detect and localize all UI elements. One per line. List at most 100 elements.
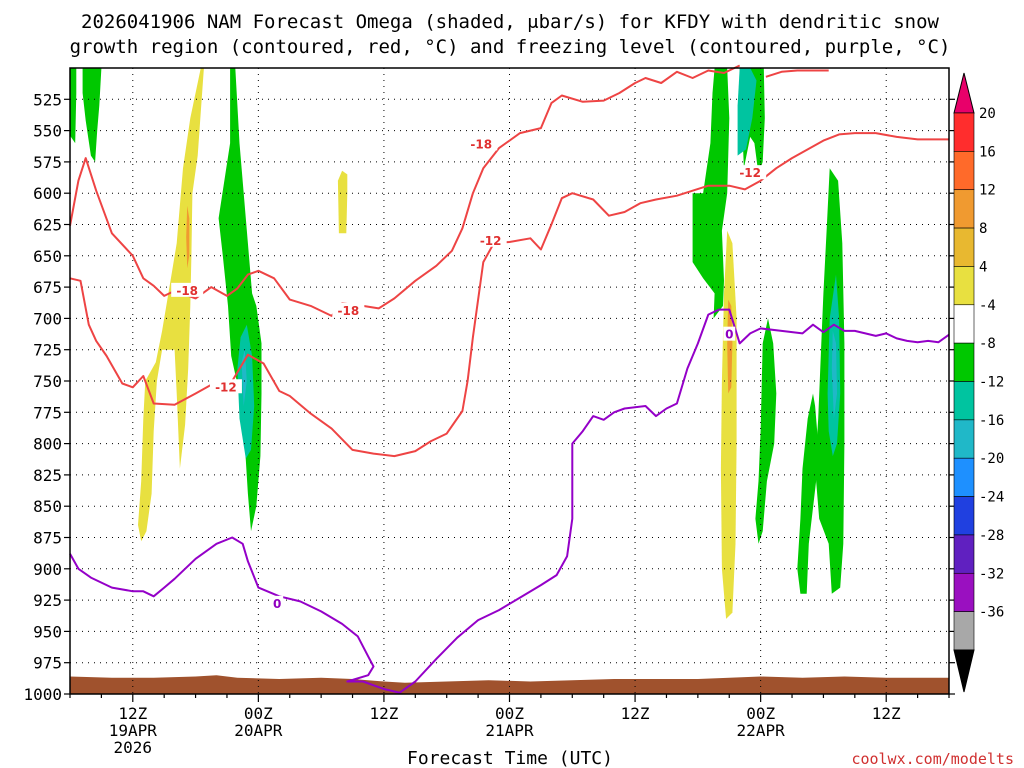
colorbar-box-2 bbox=[953, 189, 975, 229]
contour-line-3 bbox=[69, 308, 950, 694]
contour-label-bg-purple-0 bbox=[271, 595, 284, 610]
x-axis-label: Forecast Time (UTC) bbox=[407, 748, 613, 768]
contour-label-bg-red-2 bbox=[465, 136, 498, 151]
colorbar-box-1 bbox=[953, 151, 975, 191]
y-tick-label-775: 775 bbox=[33, 403, 62, 422]
y-tick-label-750: 750 bbox=[33, 372, 62, 391]
omega-region-4 bbox=[82, 68, 102, 162]
omega-region-16 bbox=[727, 299, 733, 394]
credit-text: coolwx.com/modelts bbox=[851, 750, 1014, 768]
chart-title-line-1: 2026041906 NAM Forecast Omega (shaded, μ… bbox=[81, 11, 939, 33]
omega-region-14 bbox=[831, 330, 837, 419]
y-tick-label-800: 800 bbox=[33, 435, 62, 454]
ground-layer bbox=[70, 675, 949, 694]
contour-label-red-1: -18 bbox=[338, 304, 360, 318]
y-tick-label-1000: 1000 bbox=[23, 685, 62, 704]
colorbar-box-12 bbox=[953, 572, 975, 612]
x-tick-label-3-1: 21APR bbox=[485, 721, 534, 740]
y-tick-label-725: 725 bbox=[33, 341, 62, 360]
grid-layer bbox=[70, 68, 949, 695]
y-tick-label-900: 900 bbox=[33, 560, 62, 579]
colorbar-box-3 bbox=[953, 227, 975, 267]
colorbar-label-8: -16 bbox=[979, 413, 1004, 429]
colorbar-box-13 bbox=[953, 611, 975, 651]
contour-label-red-0: -18 bbox=[176, 284, 198, 298]
contour-label-purple-0: 0 bbox=[273, 597, 281, 611]
x-tick-label-6-0: 12Z bbox=[872, 704, 901, 723]
x-tick-label-3-0: 00Z bbox=[495, 704, 524, 723]
omega-region-5 bbox=[218, 68, 262, 532]
contour-label-bg-red-3 bbox=[209, 379, 242, 394]
contour-label-purple-1: 0 bbox=[725, 328, 733, 342]
x-tick-label-5-0: 00Z bbox=[746, 704, 775, 723]
x-tick-label-2-0: 12Z bbox=[369, 704, 398, 723]
colorbar-box-11 bbox=[953, 534, 975, 574]
contour-label-red-5: -12 bbox=[739, 166, 761, 180]
colorbar-label-7: -12 bbox=[979, 375, 1004, 391]
colorbar-label-0: 20 bbox=[979, 106, 996, 122]
omega-region-12 bbox=[737, 68, 757, 156]
colorbar-label-11: -28 bbox=[979, 528, 1004, 544]
y-tick-label-550: 550 bbox=[33, 122, 62, 141]
y-tick-label-675: 675 bbox=[33, 278, 62, 297]
y-tick-label-650: 650 bbox=[33, 247, 62, 266]
y-tick-label-525: 525 bbox=[33, 90, 62, 109]
colorbar-box-6 bbox=[953, 342, 975, 382]
contour-label-red-4: -12 bbox=[480, 234, 502, 248]
x-tick-label-1-1: 20APR bbox=[234, 721, 283, 740]
colorbar-bottom-arrow bbox=[953, 649, 975, 693]
omega-shading-layer bbox=[70, 68, 845, 619]
omega-region-17 bbox=[186, 205, 190, 269]
ground-surface bbox=[70, 675, 949, 694]
colorbar-label-2: 12 bbox=[979, 183, 996, 199]
contour-label-red-2: -18 bbox=[470, 137, 492, 151]
y-tick-label-950: 950 bbox=[33, 622, 62, 641]
x-tick-label-0-1: 19APR bbox=[109, 721, 158, 740]
x-tick-label-4-0: 12Z bbox=[621, 704, 650, 723]
contour-line-0 bbox=[69, 64, 741, 317]
contour-label-bg-red-0 bbox=[171, 282, 204, 297]
contour-line-1 bbox=[765, 69, 829, 78]
omega-region-8 bbox=[755, 318, 777, 544]
colorbar-label-13: -36 bbox=[979, 605, 1004, 621]
omega-region-9 bbox=[797, 393, 819, 594]
y-tick-label-600: 600 bbox=[33, 184, 62, 203]
y-axis: 525 550 575 600 625 650 675 700 725 750 775 800 825 8… bbox=[23, 90, 955, 704]
colorbar-label-10: -24 bbox=[979, 490, 1004, 506]
omega-region-11 bbox=[237, 324, 255, 459]
colorbar-label-3: 8 bbox=[979, 221, 987, 237]
y-tick-label-700: 700 bbox=[33, 309, 62, 328]
x-tick-label-0-2: 2026 bbox=[114, 738, 153, 757]
colorbar-top-arrow bbox=[953, 72, 975, 114]
colorbar-label-4: 4 bbox=[979, 259, 987, 275]
x-tick-label-5-1: 22APR bbox=[737, 721, 786, 740]
contour-layer bbox=[69, 64, 950, 694]
colorbar-box-5 bbox=[953, 304, 975, 344]
colorbar-label-5: -4 bbox=[979, 298, 996, 314]
omega-region-6 bbox=[692, 68, 730, 319]
omega-region-3 bbox=[70, 68, 77, 144]
y-tick-label-975: 975 bbox=[33, 654, 62, 673]
colorbar-box-0 bbox=[953, 112, 975, 152]
contour-line-2 bbox=[69, 132, 949, 458]
colorbar-box-9 bbox=[953, 457, 975, 497]
contour-label-bg-red-4 bbox=[474, 232, 507, 247]
omega-region-0 bbox=[138, 68, 204, 542]
y-tick-label-575: 575 bbox=[33, 153, 62, 172]
contour-label-red-3: -12 bbox=[215, 380, 237, 394]
colorbar-box-7 bbox=[953, 381, 975, 421]
colorbar-label-1: 16 bbox=[979, 144, 996, 160]
x-tick-label-0-0: 12Z bbox=[118, 704, 147, 723]
colorbar-label-9: -20 bbox=[979, 451, 1004, 467]
colorbar: 20 16 12 8 4 -4 -8 -12 -16 -20 -24 -28 -32 -36 bbox=[953, 72, 1004, 693]
colorbar-label-6: -8 bbox=[979, 336, 996, 352]
y-tick-label-875: 875 bbox=[33, 529, 62, 548]
colorbar-box-4 bbox=[953, 266, 975, 306]
y-tick-label-825: 825 bbox=[33, 466, 62, 485]
chart-title-line-2: growth region (contoured, red, °C) and f… bbox=[70, 36, 951, 58]
y-tick-label-850: 850 bbox=[33, 497, 62, 516]
contour-label-layer: -18 -18 -18 -12 -12 -12 0 0 bbox=[171, 136, 767, 611]
omega-region-1 bbox=[337, 170, 348, 234]
